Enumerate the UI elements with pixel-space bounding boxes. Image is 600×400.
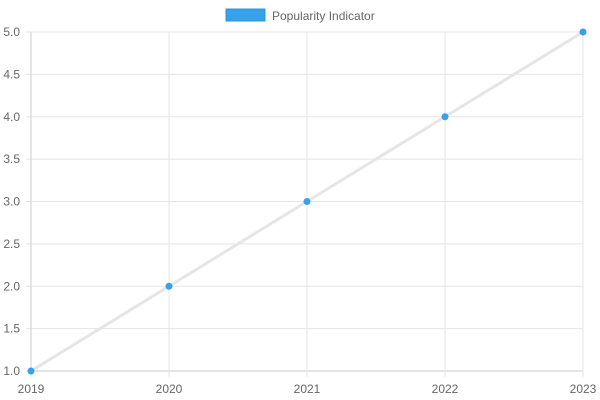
y-tick-label: 5.0 — [3, 25, 20, 39]
y-tick-label: 4.5 — [3, 67, 20, 81]
data-point[interactable] — [303, 198, 311, 205]
data-point[interactable] — [165, 282, 173, 290]
x-tick-label: 2020 — [156, 382, 183, 396]
y-tick-label: 2.5 — [3, 237, 20, 251]
y-tick-label: 3.0 — [3, 195, 20, 209]
y-tick-label: 1.5 — [3, 322, 20, 336]
x-tick-label: 2023 — [570, 382, 597, 396]
tick-labels: 1.0 1.5 2.0 2.5 3.0 3.5 4.0 4.5 5.0 2019 2020 2021 2… — [3, 25, 596, 396]
legend[interactable]: Popularity Indicator — [225, 8, 375, 23]
y-tick-label: 3.5 — [3, 152, 20, 166]
x-tick-label: 2022 — [432, 382, 459, 396]
x-tick-label: 2019 — [18, 382, 45, 396]
series-layer — [27, 28, 587, 375]
y-tick-label: 2.0 — [3, 279, 20, 293]
x-tick-label: 2021 — [294, 382, 321, 396]
legend-swatch[interactable] — [225, 8, 266, 22]
legend-label[interactable]: Popularity Indicator — [272, 9, 375, 23]
y-tick-label: 1.0 — [3, 364, 20, 378]
data-point[interactable] — [27, 367, 35, 375]
data-point[interactable] — [579, 28, 587, 36]
data-point[interactable] — [441, 113, 449, 121]
y-tick-label: 4.0 — [3, 110, 20, 124]
